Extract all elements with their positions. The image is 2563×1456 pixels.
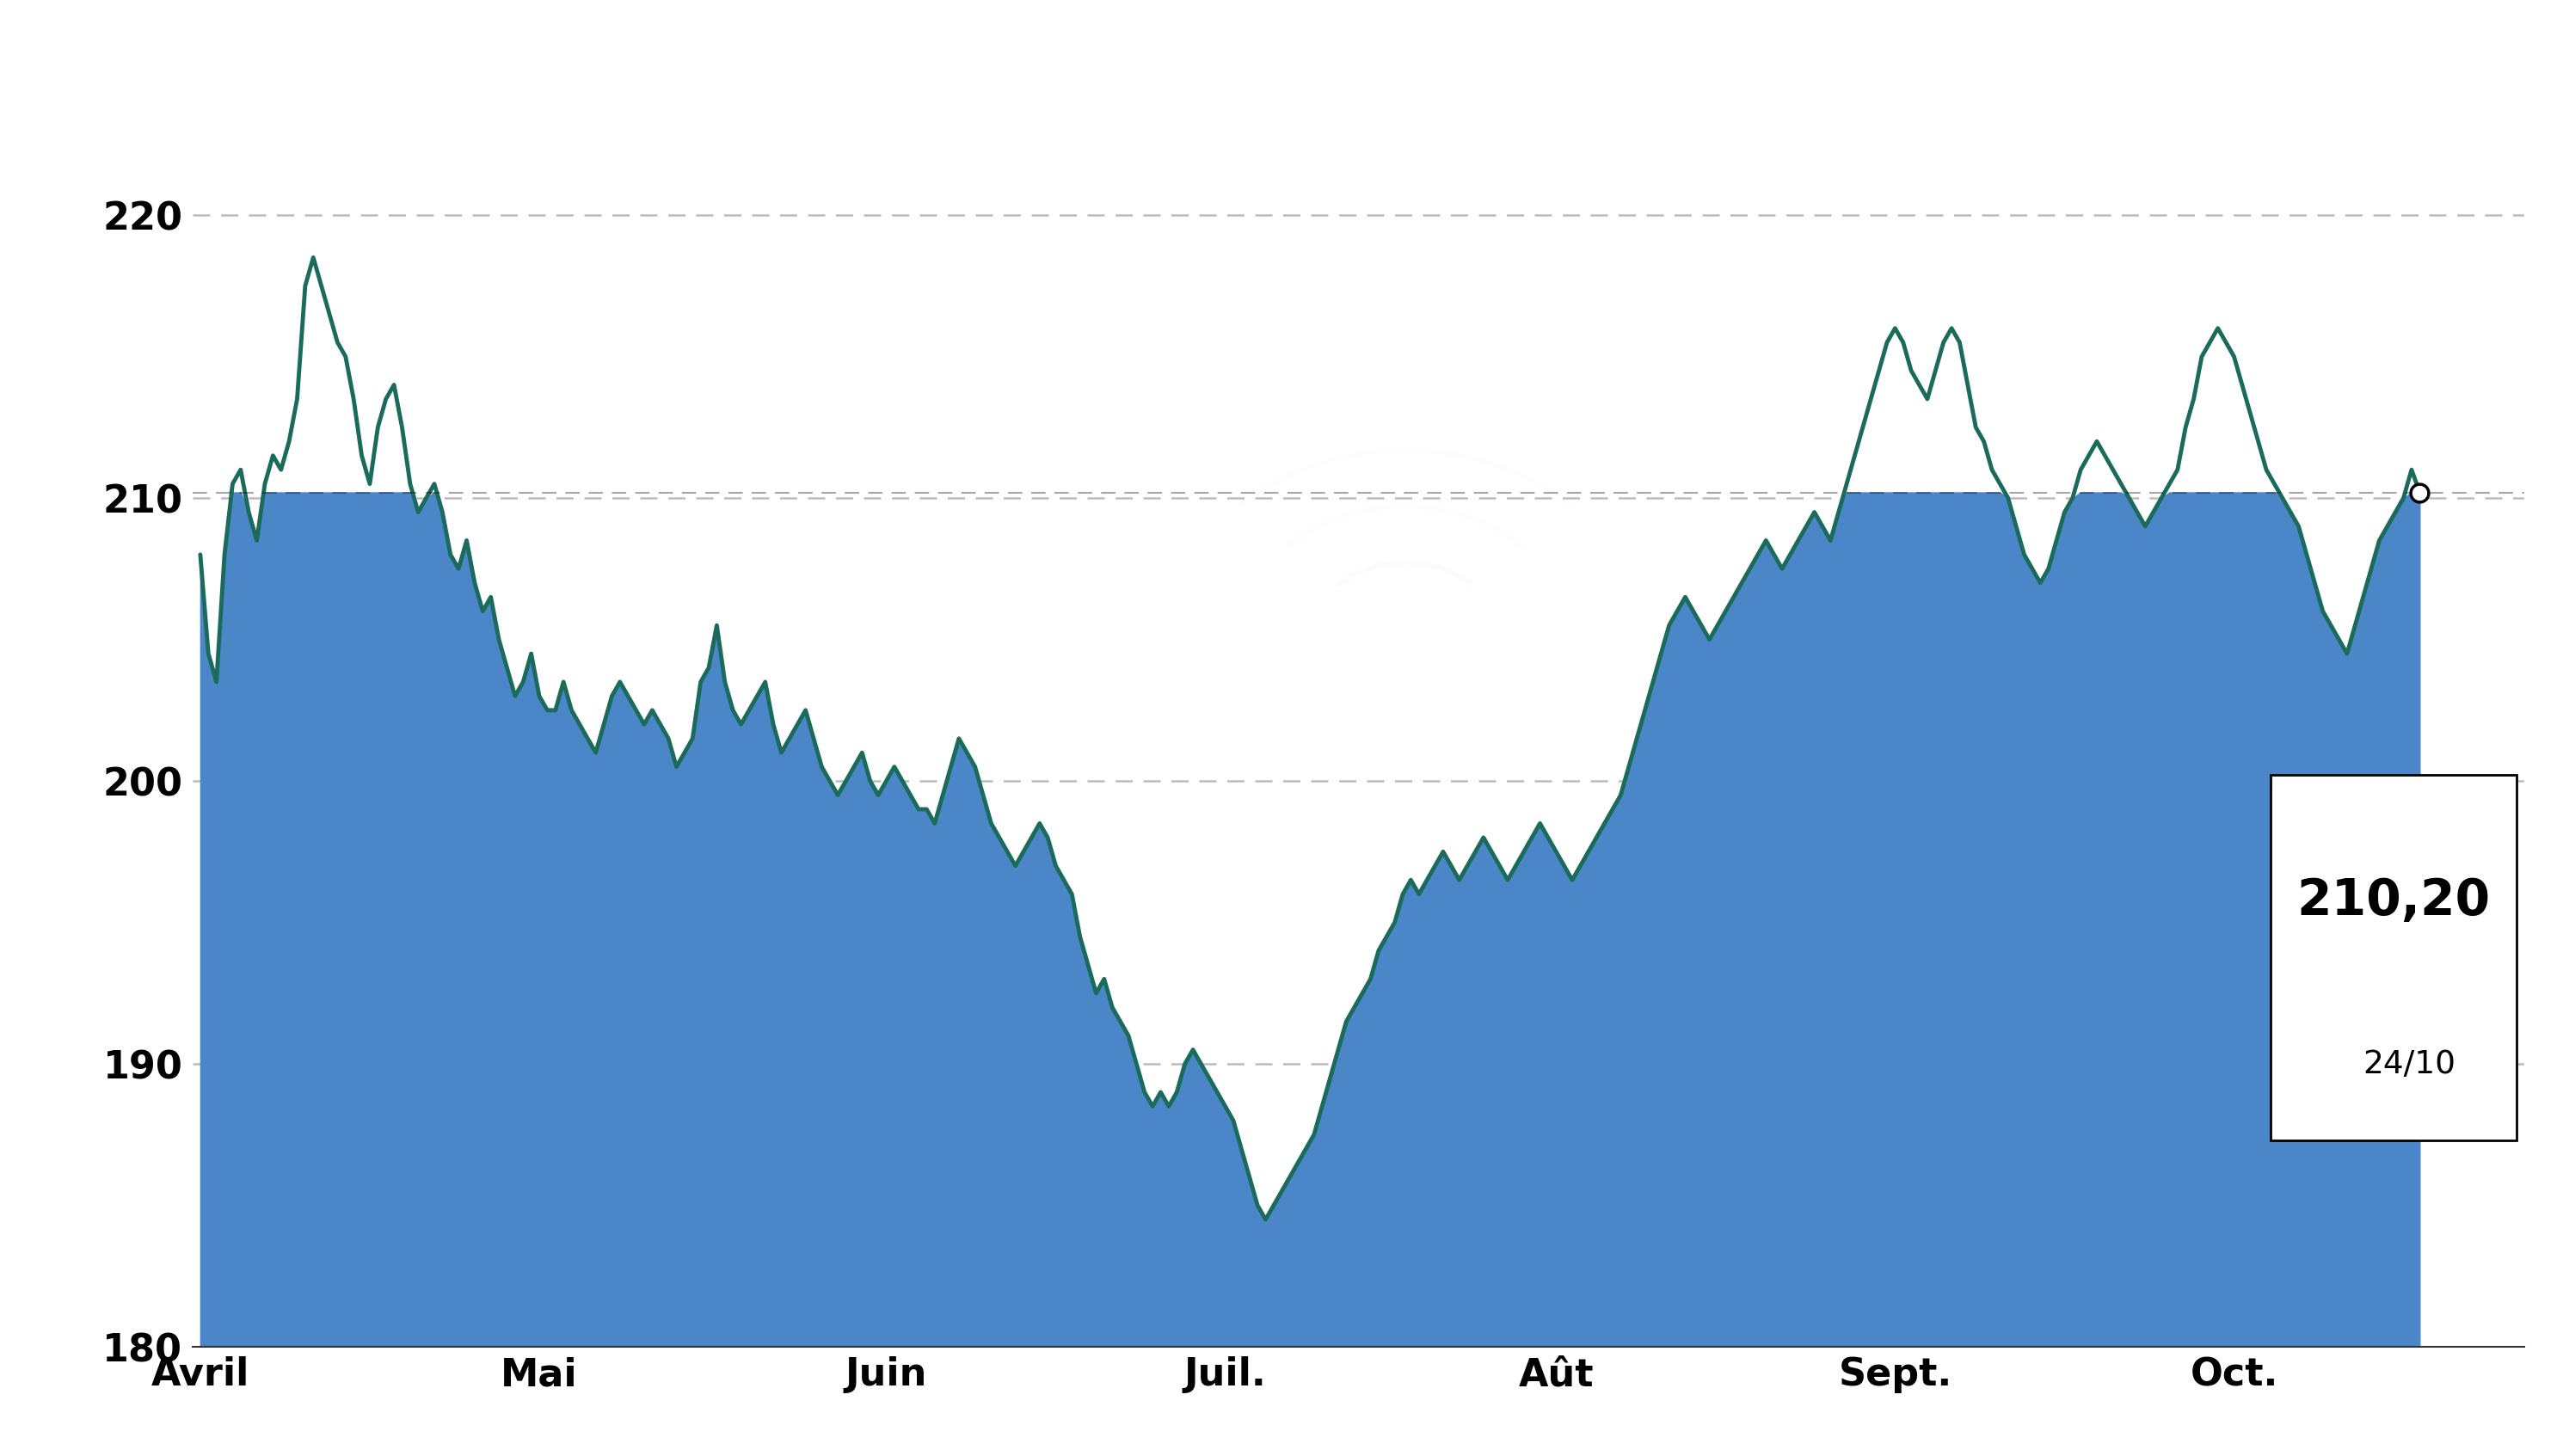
FancyBboxPatch shape [2271,775,2517,1140]
Text: 210,20: 210,20 [2296,877,2491,925]
Text: SAFRAN: SAFRAN [1087,1,1476,84]
Text: 24/10: 24/10 [2363,1050,2455,1080]
